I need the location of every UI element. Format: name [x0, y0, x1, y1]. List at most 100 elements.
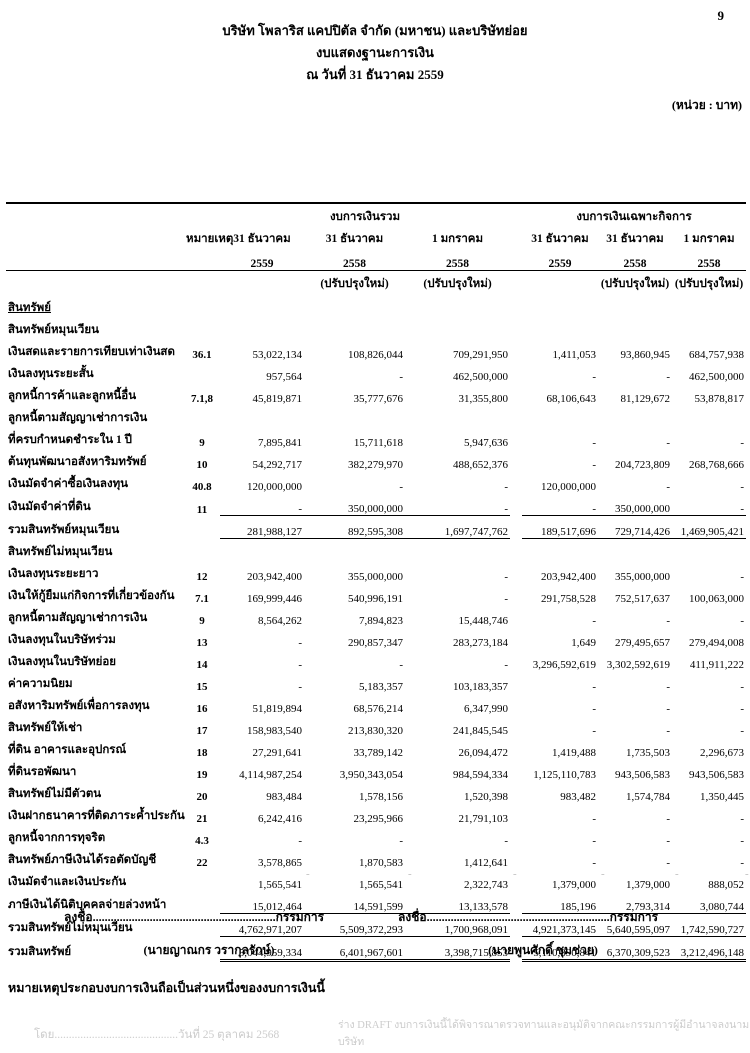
value-cell: - — [666, 725, 671, 737]
value-cell: 26,094,472 — [458, 747, 509, 759]
value-cell: 185,196 — [522, 891, 599, 914]
watermark-filing-date: โดย.....................................… — [34, 1029, 280, 1041]
value-cell: 6,242,416 — [258, 813, 302, 825]
value-cell: - — [740, 725, 745, 737]
value-cell — [522, 539, 598, 562]
value-cell: 1,735,503 — [626, 747, 671, 759]
value-cell: - — [666, 703, 671, 715]
value-cell: 31,355,800 — [458, 393, 509, 405]
value-cell — [304, 317, 405, 339]
value-cell — [220, 317, 304, 339]
value-cell — [405, 317, 510, 339]
value-cell: - — [504, 659, 509, 671]
value-cell: 462,500,000 — [453, 371, 509, 383]
note-cell — [184, 405, 220, 427]
value-cell: - — [666, 681, 671, 693]
value-cell: 100,063,000 — [689, 593, 745, 605]
row-label: เงินสดและรายการเทียบเท่าเงินสด — [8, 346, 175, 358]
column-date-header: 31 ธันวาคม — [233, 233, 291, 245]
table-row: ลูกหนี้การค้าและลูกหนี้อื่น 7.1,8 45,819,8… — [6, 383, 746, 405]
value-cell: 355,000,000 — [348, 571, 403, 583]
group-gap-cell — [510, 781, 522, 803]
value-cell: 4,762,971,207 — [220, 913, 304, 937]
row-label: ค่าความนิยม — [8, 678, 73, 690]
table-row: เงินมัดจำและเงินประกัน 1,565,541 1,565,541… — [6, 869, 746, 891]
row-label: สินทรัพย์ให้เช่า — [8, 722, 83, 734]
value-cell: 5,110,890,841 — [522, 936, 599, 962]
value-cell: 6,401,967,601 — [304, 936, 405, 962]
column-restated-header: (ปรับปรุงใหม่) — [320, 278, 389, 290]
group-gap-cell — [510, 339, 522, 361]
value-cell: - — [740, 437, 745, 449]
value-cell: - — [504, 571, 509, 583]
note-cell — [184, 869, 220, 891]
value-cell: - — [740, 681, 745, 693]
spacer-cell — [184, 203, 220, 226]
value-cell: - — [740, 481, 745, 493]
group-gap-cell — [510, 715, 522, 737]
value-cell: 15,448,746 — [458, 615, 509, 627]
value-cell: - — [740, 571, 745, 583]
value-cell: 279,494,008 — [689, 637, 745, 649]
value-cell: 984,594,334 — [453, 769, 509, 781]
value-cell: 3,212,496,148 — [672, 936, 747, 962]
unit-label: (หน่วย : บาท) — [671, 98, 742, 112]
note-cell: 18 — [196, 747, 208, 759]
value-cell: 3,296,592,619 — [532, 659, 597, 671]
table-row: อสังหาริมทรัพย์เพื่อการลงทุน 16 51,819,894… — [6, 693, 746, 715]
column-restated-header — [522, 271, 598, 294]
value-cell — [598, 539, 672, 562]
value-cell: 6,347,990 — [464, 703, 509, 715]
section-assets-heading: สินทรัพย์ — [8, 302, 51, 314]
table-row: เงินมัดจำค่าซื้อเงินลงทุน 40.8 120,000,000… — [6, 471, 746, 493]
value-cell: 1,469,905,421 — [672, 515, 747, 539]
value-cell: 45,819,871 — [252, 393, 303, 405]
table-row: เงินลงทุนในบริษัทร่วม 13 - 290,857,347 283,2… — [6, 627, 746, 649]
value-cell: 1,520,398 — [464, 791, 509, 803]
value-cell: 5,640,595,097 — [598, 913, 673, 937]
table-row: ลูกหนี้ตามสัญญาเช่าการเงิน 9 8,564,262 7,89… — [6, 605, 746, 627]
row-label: เงินลงทุนในบริษัทย่อย — [8, 656, 117, 668]
note-cell: 22 — [196, 857, 208, 869]
value-cell: 1,574,784 — [626, 791, 671, 803]
value-cell: 93,860,945 — [620, 349, 671, 361]
value-cell — [304, 539, 405, 562]
column-year-header: 2558 — [304, 248, 405, 271]
note-cell — [184, 361, 220, 383]
note-cell — [184, 516, 220, 539]
notes-footnote: หมายเหตุประกอบงบการเงินถือเป็นส่วนหนึ่งข… — [8, 981, 325, 995]
value-cell: - — [399, 659, 403, 671]
value-cell: - — [298, 835, 302, 847]
column-date-header: 1 มกราคม — [431, 233, 484, 245]
value-cell: 3,398,715,853 — [405, 936, 511, 962]
note-cell: 20 — [196, 791, 208, 803]
value-cell — [598, 405, 672, 427]
value-cell: - — [504, 835, 509, 847]
group-gap-cell — [510, 847, 522, 869]
value-cell: 13,133,578 — [405, 891, 511, 914]
director-name: (นายพูนศักดิ์ ชุมช่วย) — [488, 943, 598, 957]
statement-title: งบแสดงฐานะการเงิน — [316, 45, 434, 60]
value-cell: - — [740, 857, 745, 869]
value-cell: - — [592, 725, 597, 737]
row-label: เงินมัดจำค่าที่ดิน — [8, 500, 91, 513]
page-number: 9 — [717, 8, 725, 23]
row-label: ที่ครบกำหนดชำระใน 1 ปี — [8, 434, 132, 446]
group-gap-cell — [510, 516, 522, 539]
value-cell — [220, 539, 304, 562]
row-label: เงินลงทุนในบริษัทร่วม — [8, 634, 116, 646]
signature-block-left: ลงชื่อ..................................… — [64, 908, 354, 960]
value-cell: 1,578,156 — [359, 791, 403, 803]
value-cell: 1,419,488 — [552, 747, 597, 759]
group-gap-cell — [510, 361, 522, 383]
table-row: ลูกหนี้ตามสัญญาเช่าการเงิน — [6, 405, 746, 427]
column-year-header: 2558 — [672, 248, 747, 271]
spacer-cell — [6, 226, 184, 248]
value-cell: - — [740, 703, 745, 715]
value-cell: 943,506,583 — [615, 769, 671, 781]
group-gap-cell — [510, 383, 522, 405]
value-cell: 462,500,000 — [689, 371, 745, 383]
value-cell: 23,295,966 — [353, 813, 404, 825]
value-cell: 709,291,950 — [453, 349, 509, 361]
value-cell: 7,894,823 — [359, 615, 403, 627]
